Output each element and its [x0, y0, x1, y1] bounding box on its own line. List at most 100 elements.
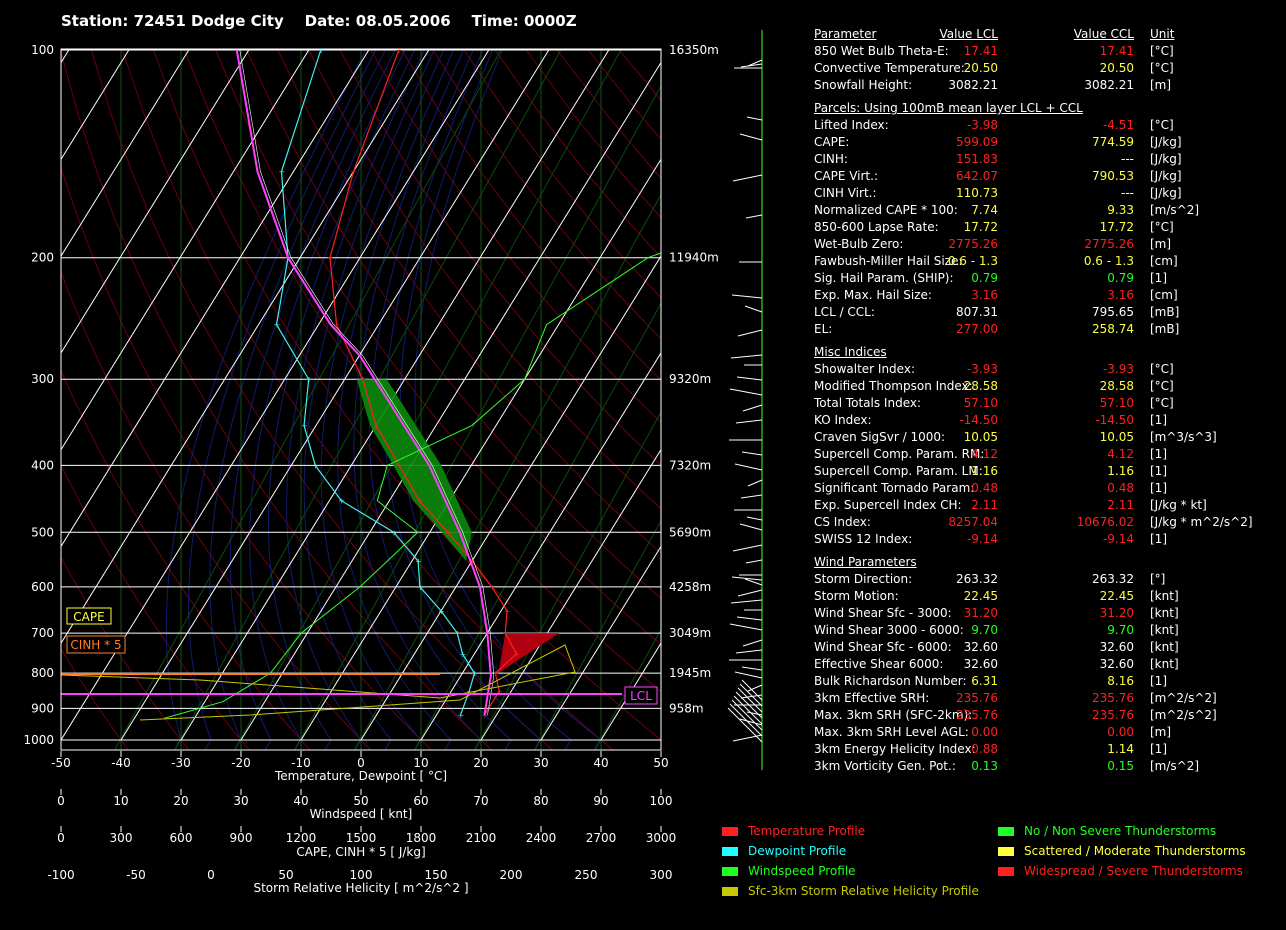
param-lcl-value: 1.16	[971, 464, 998, 478]
param-lcl-value: 0.48	[971, 481, 998, 495]
param-row: Effective Shear 6000: 32.60 32.60 [knt]	[814, 656, 1284, 673]
param-lcl-value: 0.13	[971, 759, 998, 773]
temperature-axis-tick-label: -20	[231, 756, 251, 770]
param-row: 3km Vorticity Gen. Pot.: 0.13 0.15 [m/s^2]	[814, 758, 1284, 775]
wind-barb	[747, 59, 763, 67]
param-name: Showalter Index:	[814, 362, 915, 376]
dry-adiabat	[246, 49, 661, 600]
dewpoint-profile-marker: +	[391, 528, 398, 537]
param-name: CS Index:	[814, 515, 871, 529]
wind-barb	[737, 589, 763, 597]
isotherm	[540, 545, 661, 741]
dewpoint-profile-marker: +	[415, 557, 422, 566]
cape-axis-tick-label: 2100	[466, 831, 497, 845]
wind-barb	[732, 544, 763, 552]
param-ccl-value: -9.14	[1102, 532, 1134, 546]
temperature-axis-tick-label: -30	[171, 756, 191, 770]
legend-swatch	[722, 847, 738, 856]
dry-adiabat	[432, 49, 661, 340]
moist-adiabat	[303, 49, 435, 750]
param-name: Supercell Comp. Param. LM:	[814, 464, 983, 478]
isotherm	[300, 158, 661, 741]
dewpoint-profile-marker: +	[338, 497, 345, 506]
isotherm	[61, 49, 370, 548]
param-unit: [m^2/s^2]	[1150, 691, 1217, 705]
param-row: 3km Energy Helicity Index: 0.88 1.14 [1]	[814, 741, 1284, 758]
wind-barb	[744, 305, 763, 313]
temperature-axis-title: Temperature, Dewpoint [ °C]	[274, 769, 447, 783]
wind-barb	[731, 294, 763, 299]
param-lcl-value: 263.32	[956, 572, 998, 586]
param-name: SWISS 12 Index:	[814, 532, 913, 546]
height-label: 11940m	[669, 251, 719, 265]
wind-barb	[735, 419, 763, 424]
param-lcl-value: 32.60	[963, 657, 998, 671]
windspeed-axis-tick-label: 70	[473, 794, 488, 808]
param-lcl-value: 3082.21	[948, 78, 998, 92]
param-unit: [m^2/s^2]	[1150, 708, 1217, 722]
param-name: LCL / CCL:	[814, 305, 875, 319]
param-lcl-value: 10.05	[963, 430, 998, 444]
station-label: Station: 72451 Dodge City	[61, 12, 284, 30]
param-ccl-value: ---	[1121, 152, 1134, 166]
temperature-profile-marker: +	[350, 168, 357, 177]
dewpoint-profile-marker: +	[471, 669, 478, 678]
date-label: Date: 08.05.2006	[304, 12, 451, 30]
height-label: 16350m	[669, 43, 719, 57]
param-lcl-value: 2775.26	[948, 237, 998, 251]
pressure-label: 1000	[23, 733, 54, 747]
param-row: Wind Shear 3000 - 6000: 9.70 9.70 [knt]	[814, 622, 1284, 639]
param-row: Convective Temperature: 20.50 20.50 [°C]	[814, 60, 1284, 77]
wind-barb	[746, 116, 763, 121]
param-name: Bulk Richardson Number:	[814, 674, 967, 688]
wind-barb	[733, 695, 763, 725]
param-ccl-value: 2.11	[1107, 498, 1134, 512]
param-ccl-value: 0.00	[1107, 725, 1134, 739]
param-name: Wind Shear Sfc - 3000:	[814, 606, 952, 620]
param-lcl-value: 7.74	[971, 203, 998, 217]
cape-axis-tick-label: 3000	[646, 831, 677, 845]
legend-label: Widespread / Severe Thunderstorms	[1024, 864, 1243, 878]
param-name: Convective Temperature:	[814, 61, 965, 75]
param-ccl-value: 0.6 - 1.3	[1083, 254, 1134, 268]
moist-adiabat	[249, 49, 406, 750]
dry-adiabat	[153, 49, 661, 741]
param-unit: [knt]	[1150, 657, 1179, 671]
legend-label: Temperature Profile	[748, 824, 866, 838]
param-unit: [1]	[1150, 464, 1167, 478]
param-name: EL:	[814, 322, 833, 336]
height-label: 4258m	[669, 580, 711, 594]
wind-barb	[747, 684, 763, 692]
moist-adiabat	[209, 49, 386, 750]
temperature-profile-marker: +	[327, 254, 334, 263]
param-ccl-value: 2775.26	[1084, 237, 1134, 251]
srh-axis-tick-label: -100	[47, 868, 74, 882]
cape-axis-tick-label: 2400	[526, 831, 557, 845]
param-name: Wet-Bulb Zero:	[814, 237, 904, 251]
param-unit: [1]	[1150, 447, 1167, 461]
temperature-axis-tick-label: 0	[357, 756, 365, 770]
parameter-table: Parameter Value LCL Value CCL Unit 850 Wet B…	[814, 26, 1284, 775]
param-row: CAPE: 599.09 774.59 [J/kg]	[814, 134, 1284, 151]
wind-barb	[735, 691, 763, 719]
param-unit: [1]	[1150, 481, 1167, 495]
param-lcl-value: 28.58	[963, 379, 998, 393]
temperature-profile-marker: +	[396, 46, 403, 55]
wind-barb	[740, 63, 763, 68]
dry-adiabat	[339, 49, 661, 466]
wind-barb	[730, 599, 763, 604]
wind-barb	[745, 559, 763, 564]
dry-adiabat	[215, 49, 661, 646]
temperature-axis-tick-label: 10	[413, 756, 428, 770]
temperature-profile-marker: +	[492, 669, 499, 678]
isotherm	[360, 255, 661, 741]
param-lcl-value: 599.09	[956, 135, 998, 149]
mixing-ratio-line	[533, 519, 661, 750]
wind-barb	[741, 451, 763, 456]
param-unit: [°C]	[1150, 396, 1174, 410]
param-unit: [°C]	[1150, 362, 1174, 376]
param-ccl-value: 263.32	[1092, 572, 1134, 586]
param-ccl-value: 0.15	[1107, 759, 1134, 773]
param-unit: [J/kg]	[1150, 135, 1182, 149]
